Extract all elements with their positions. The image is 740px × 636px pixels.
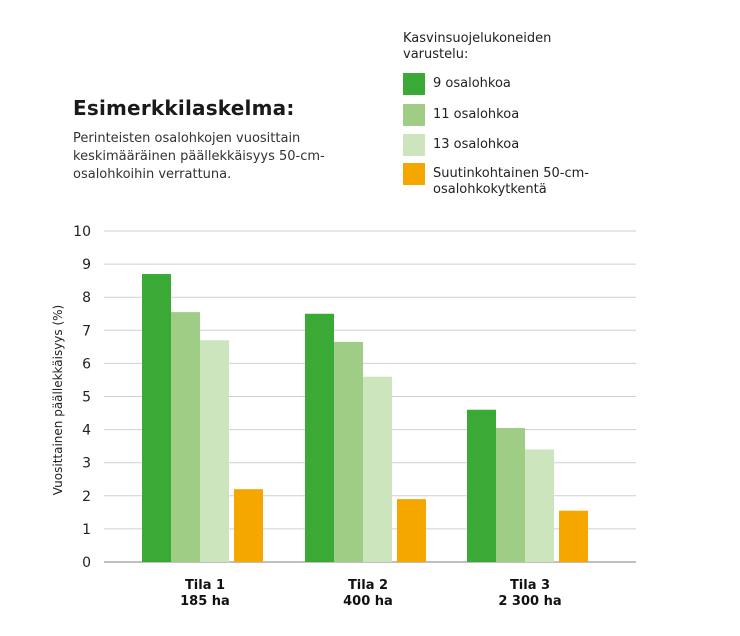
legend-item-9: 9 osalohkoa — [403, 73, 633, 95]
y-tick-label: 2 — [82, 489, 91, 505]
y-tick-label: 10 — [73, 224, 91, 240]
legend-swatch — [403, 104, 425, 126]
legend-item-50cm: Suutinkohtainen 50-cm-osalohkokytkentä — [403, 163, 613, 198]
bar — [171, 312, 200, 562]
y-tick-label: 7 — [82, 323, 91, 339]
bar — [234, 489, 263, 562]
chart-subtitle: Perinteisten osalohkojen vuosittain kesk… — [73, 131, 325, 182]
y-tick-labels: 0 1 2 3 4 5 6 7 8 9 10 — [73, 224, 91, 571]
legend-swatch — [403, 73, 425, 95]
bar — [525, 449, 554, 562]
x-tick-label: 185 ha — [180, 594, 230, 609]
y-tick-label: 1 — [82, 522, 91, 538]
bar — [334, 341, 363, 562]
y-tick-label: 4 — [82, 423, 91, 439]
chart-title: Esimerkkilaskelma: — [73, 96, 295, 120]
x-tick-label: 2 300 ha — [498, 594, 561, 609]
bar — [559, 510, 588, 562]
y-axis-label: Vuosittainen päällekkäisyys (%) — [51, 305, 65, 495]
x-tick-label: Tila 3 — [510, 578, 550, 593]
y-tick-label: 3 — [82, 456, 91, 472]
y-tick-label: 6 — [82, 356, 91, 372]
x-tick-label: Tila 1 — [185, 578, 225, 593]
bar — [305, 313, 334, 562]
x-tick-label: 400 ha — [343, 594, 393, 609]
bar — [496, 427, 525, 562]
bar — [363, 376, 392, 562]
legend-title: Kasvinsuojelukoneiden varustelu: — [403, 31, 552, 62]
bar — [397, 499, 426, 562]
legend-label: 11 osalohkoa — [433, 107, 520, 122]
x-tick-label: Tila 2 — [348, 578, 388, 593]
y-tick-label: 0 — [82, 555, 91, 571]
legend-item-13: 13 osalohkoa — [403, 134, 633, 156]
bar — [467, 409, 496, 562]
y-tick-label: 5 — [82, 390, 91, 406]
legend-item-11: 11 osalohkoa — [403, 104, 633, 126]
y-tick-label: 9 — [82, 257, 91, 273]
legend-swatch — [403, 163, 425, 185]
bars — [142, 274, 588, 562]
bar — [200, 340, 229, 562]
y-tick-label: 8 — [82, 290, 91, 306]
legend-swatch — [403, 134, 425, 156]
legend-label: Suutinkohtainen 50-cm-osalohkokytkentä — [433, 166, 589, 197]
legend-label: 13 osalohkoa — [433, 137, 520, 152]
legend-label: 9 osalohkoa — [433, 76, 511, 91]
bar — [142, 274, 171, 562]
